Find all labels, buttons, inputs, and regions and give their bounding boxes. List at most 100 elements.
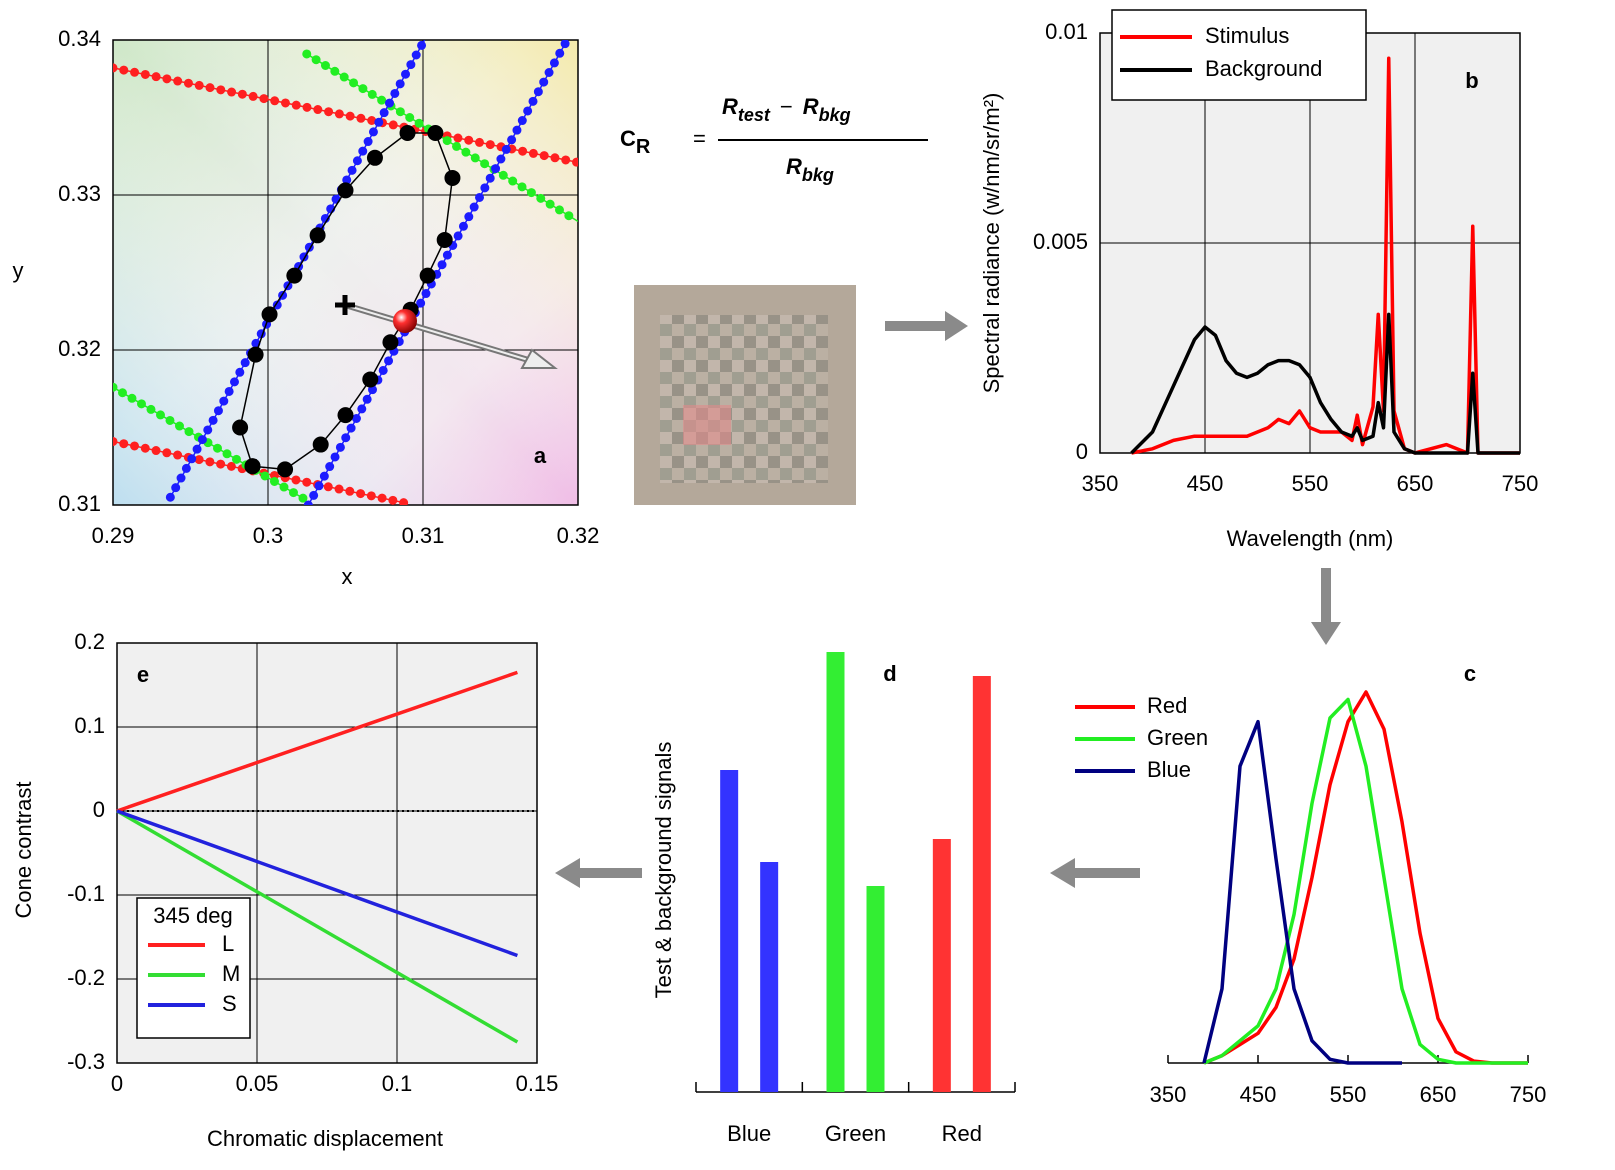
series-line bbox=[1202, 719, 1402, 1065]
series-dots bbox=[113, 63, 578, 167]
formula-text: R bbox=[636, 136, 651, 158]
formula: CR = Rtest − Rbkg Rbkg bbox=[620, 94, 928, 185]
point bbox=[286, 267, 303, 284]
series-line bbox=[1203, 697, 1528, 1065]
displacement-arrow bbox=[344, 304, 546, 366]
arrow bbox=[1050, 858, 1140, 888]
legend-box bbox=[136, 897, 251, 1039]
y-axis-label: Test & background signals bbox=[651, 742, 676, 999]
point bbox=[366, 149, 383, 166]
series-dots bbox=[302, 49, 578, 226]
x-tick-label: 650 bbox=[1420, 1082, 1457, 1107]
plot-frame bbox=[116, 642, 538, 1064]
legend-title: 345 deg bbox=[153, 903, 233, 928]
point bbox=[444, 169, 461, 186]
formula-text: − bbox=[780, 94, 793, 119]
panel-label: b bbox=[1465, 68, 1478, 93]
background-cross bbox=[335, 295, 355, 315]
plot-frame bbox=[112, 39, 579, 506]
y-tick-label: -0.3 bbox=[67, 1049, 105, 1074]
y-tick-label: 0.32 bbox=[58, 336, 101, 361]
arrow-head bbox=[520, 348, 558, 369]
legend-label: Background bbox=[1205, 56, 1322, 81]
x-tick-label: 750 bbox=[1510, 1082, 1547, 1107]
series-group bbox=[113, 40, 578, 505]
formula-text: test bbox=[738, 105, 771, 125]
chart-layer: 0.31 0.32 0.33 0.34 0.29 0.3 0.31 0.32 x y a 0 0.005… bbox=[11, 9, 1547, 1151]
x-tick-label: 0.15 bbox=[516, 1071, 559, 1096]
bar bbox=[760, 862, 779, 1092]
legend-label: M bbox=[222, 961, 240, 986]
y-tick-label: 0.33 bbox=[58, 181, 101, 206]
point bbox=[436, 231, 453, 248]
point bbox=[427, 125, 444, 141]
y-tick-label: 0 bbox=[93, 797, 105, 822]
series-line bbox=[1130, 312, 1520, 455]
panel-label: a bbox=[534, 443, 547, 468]
arrow bbox=[885, 311, 968, 341]
panel-label: c bbox=[1464, 661, 1476, 686]
point bbox=[247, 346, 264, 363]
bar bbox=[720, 770, 739, 1092]
point bbox=[309, 227, 326, 244]
formula-symbol: CR bbox=[620, 126, 651, 158]
y-tick-label: 0.01 bbox=[1045, 19, 1088, 44]
x-tick-label: 350 bbox=[1082, 471, 1119, 496]
panel-label: e bbox=[137, 662, 149, 687]
arrow bbox=[1311, 568, 1341, 645]
formula-text: R bbox=[803, 94, 819, 119]
y-tick-label: 0.2 bbox=[74, 629, 105, 654]
x-axis-label: Wavelength (nm) bbox=[1227, 526, 1394, 551]
series-line bbox=[1203, 690, 1528, 1065]
point bbox=[277, 461, 294, 478]
series-group bbox=[1130, 56, 1520, 455]
y-tick-label: 0.005 bbox=[1033, 229, 1088, 254]
point bbox=[399, 125, 416, 141]
x-tick-label: 450 bbox=[1187, 471, 1224, 496]
formula-text: R bbox=[786, 154, 802, 179]
y-tick-label: 0.1 bbox=[74, 713, 105, 738]
x-tick-label: 0.05 bbox=[236, 1071, 279, 1096]
bar bbox=[972, 676, 991, 1092]
x-tick-label: 650 bbox=[1397, 471, 1434, 496]
stimulus-target bbox=[683, 405, 731, 445]
y-tick-label: -0.1 bbox=[67, 881, 105, 906]
series-dots bbox=[303, 40, 572, 505]
legend-label: Green bbox=[1147, 725, 1208, 750]
legend-box bbox=[1111, 9, 1367, 101]
series-line bbox=[116, 809, 518, 958]
series-group bbox=[1202, 690, 1528, 1065]
y-axis-label: Spectral radiance (w/nm/sr/m²) bbox=[979, 93, 1004, 394]
x-tick-label: 550 bbox=[1330, 1082, 1367, 1107]
point bbox=[261, 306, 278, 323]
x-tick-label: 0.1 bbox=[382, 1071, 413, 1096]
x-tick-label: 0.29 bbox=[92, 523, 135, 548]
point bbox=[232, 419, 249, 436]
x-tick-label: 0.3 bbox=[253, 523, 284, 548]
y-axis-label: y bbox=[13, 258, 24, 283]
x-tick-label: 350 bbox=[1150, 1082, 1187, 1107]
point bbox=[362, 371, 379, 388]
y-axis-label: Cone contrast bbox=[11, 782, 36, 919]
point bbox=[419, 267, 436, 284]
panel-label: d bbox=[883, 661, 896, 686]
legend-label: S bbox=[222, 991, 237, 1016]
formula-equals: = bbox=[693, 126, 706, 151]
x-tick-label: 0 bbox=[111, 1071, 123, 1096]
legend-label: Blue bbox=[1147, 757, 1191, 782]
x-tick-label: 550 bbox=[1292, 471, 1329, 496]
formula-denominator: Rbkg bbox=[786, 154, 834, 185]
x-axis-label: x bbox=[342, 564, 353, 589]
bar bbox=[826, 652, 845, 1092]
x-tick-label: Blue bbox=[727, 1121, 771, 1146]
arrows bbox=[555, 311, 1341, 888]
formula-text: R bbox=[722, 94, 738, 119]
point bbox=[244, 458, 261, 475]
legend-label: L bbox=[222, 931, 234, 956]
formula-text: C bbox=[620, 126, 636, 151]
legend-label: Stimulus bbox=[1205, 23, 1289, 48]
displacement-annotation bbox=[335, 295, 558, 369]
series-line bbox=[116, 670, 518, 813]
series-line bbox=[116, 809, 519, 1044]
